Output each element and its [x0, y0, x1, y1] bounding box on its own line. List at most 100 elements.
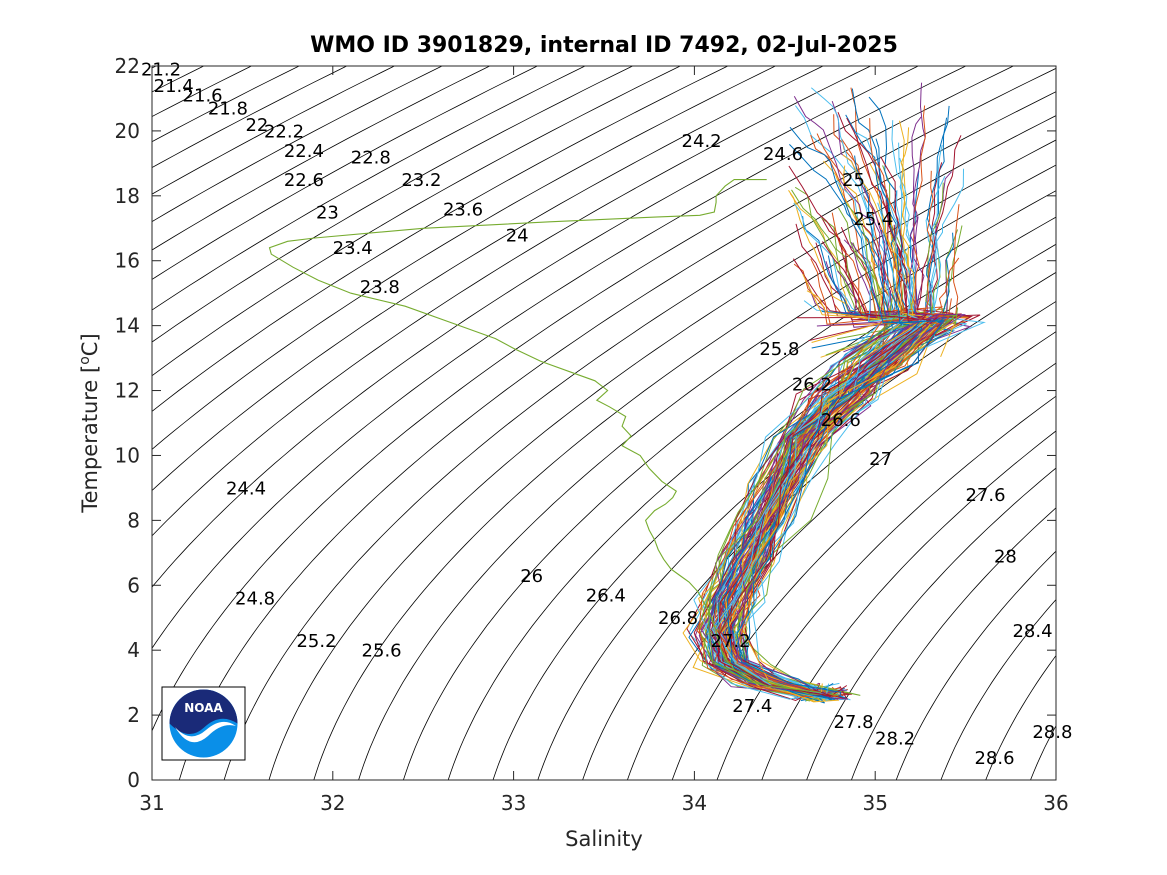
profile-line-108 — [741, 116, 967, 697]
profile-line-71 — [712, 212, 944, 693]
contour-label-37: 28.6 — [974, 748, 1014, 769]
contour-label-34: 28 — [994, 547, 1017, 568]
x-tick-label: 33 — [501, 791, 526, 815]
y-axis-label: Temperature [oC] — [77, 333, 102, 513]
profile-line-61 — [743, 175, 946, 698]
contour-label-27: 26.6 — [821, 410, 861, 431]
profile-line-104 — [726, 224, 942, 699]
contour-label-6: 22.4 — [284, 141, 324, 162]
density-contour-35 — [895, 550, 1056, 780]
x-tick-label: 32 — [320, 791, 345, 815]
contour-label-25: 26.2 — [792, 375, 832, 396]
density-contour-37 — [985, 654, 1056, 780]
contour-label-32: 27.6 — [965, 485, 1005, 506]
contour-label-3: 21.8 — [208, 99, 248, 120]
density-contour-6 — [152, 66, 443, 223]
contour-label-38: 28.8 — [1032, 722, 1072, 743]
contour-label-33: 27.8 — [833, 712, 873, 733]
density-contour-10 — [152, 66, 634, 343]
contour-label-14: 24 — [506, 225, 529, 246]
y-tick-label: 18 — [115, 184, 140, 208]
density-contour-25 — [447, 216, 1056, 780]
y-tick-label: 10 — [115, 443, 140, 467]
density-contour-4 — [152, 66, 348, 169]
contour-label-15: 24.2 — [682, 131, 722, 152]
contour-label-5: 22.2 — [264, 121, 304, 142]
y-tick-label: 14 — [115, 314, 140, 338]
density-contour-20 — [223, 91, 1056, 780]
profile-line-116 — [708, 201, 899, 696]
profile-line-105 — [722, 155, 923, 704]
contour-label-13: 23.8 — [360, 277, 400, 298]
y-tick-label: 20 — [115, 119, 140, 143]
contour-label-2: 21.6 — [183, 86, 223, 107]
y-axis-label-tail: C] — [78, 333, 102, 356]
profile-line-67 — [701, 322, 911, 698]
density-contour-17 — [152, 66, 967, 649]
density-contour-26 — [492, 243, 1056, 780]
contour-label-30: 27.2 — [711, 631, 751, 652]
contour-label-4: 22 — [245, 115, 268, 136]
contour-label-7: 22.6 — [284, 170, 324, 191]
contour-label-11: 23.4 — [333, 238, 373, 259]
contour-label-17: 24.6 — [763, 144, 803, 165]
contour-label-22: 25.6 — [362, 641, 402, 662]
density-contours — [152, 66, 1056, 780]
contour-label-28: 26.8 — [658, 608, 698, 629]
noaa-logo: NOAA — [161, 686, 246, 761]
contour-label-35: 28.2 — [875, 728, 915, 749]
density-contour-28 — [582, 300, 1056, 780]
density-contour-5 — [152, 66, 396, 195]
profile-line-119 — [736, 126, 946, 696]
density-contour-15 — [152, 66, 872, 537]
density-contour-29 — [626, 331, 1056, 780]
profile-line-89 — [733, 87, 986, 699]
y-tick-label: 6 — [127, 573, 140, 597]
density-contour-34 — [850, 507, 1056, 780]
density-contour-33 — [806, 467, 1056, 780]
contour-label-20: 25.2 — [296, 631, 336, 652]
y-tick-label: 2 — [127, 703, 140, 727]
density-contour-36 — [940, 598, 1056, 780]
y-tick-label: 8 — [127, 508, 140, 532]
x-tick-label: 35 — [862, 791, 887, 815]
profile-line-106 — [698, 257, 960, 698]
profile-line-92 — [720, 258, 933, 694]
density-contour-16 — [152, 66, 920, 588]
noaa-logo-mark: NOAA — [184, 701, 223, 715]
y-tick-label: 16 — [115, 249, 140, 273]
density-contour-12 — [152, 66, 729, 412]
x-axis-label: Salinity — [565, 827, 643, 851]
contour-label-1: 21.4 — [154, 76, 194, 97]
axes-background — [152, 66, 1056, 780]
density-contour-31 — [716, 395, 1056, 780]
x-axis: 31 32 33 34 35 36 — [139, 66, 1069, 815]
contour-label-9: 23 — [316, 203, 339, 224]
highlight-profile-line — [268, 179, 822, 693]
density-contour-24 — [402, 190, 1056, 780]
y-tick-label: 12 — [115, 379, 140, 403]
profile-line-83 — [742, 162, 963, 700]
y-tick-label: 0 — [127, 768, 140, 792]
density-contour-14 — [152, 66, 824, 492]
density-contour-18 — [152, 66, 1015, 732]
profile-line-107 — [726, 154, 930, 703]
contour-label-0: 21.2 — [141, 60, 181, 81]
profile-line-113 — [736, 170, 951, 698]
y-tick-label: 4 — [127, 638, 140, 662]
density-contour-8 — [152, 66, 539, 280]
density-contour-13 — [152, 66, 777, 450]
chart-title: WMO ID 3901829, internal ID 7492, 02-Jul… — [310, 33, 898, 58]
profile-line-112 — [726, 293, 921, 700]
density-contour-9 — [152, 66, 586, 311]
contour-label-36: 28.4 — [1012, 621, 1052, 642]
density-contour-22 — [313, 139, 1056, 780]
y-axis-label-main: Temperature [ — [78, 365, 102, 514]
density-contour-11 — [152, 66, 682, 377]
x-tick-label: 34 — [682, 791, 707, 815]
density-contour-32 — [761, 430, 1056, 780]
contour-label-29: 27 — [869, 449, 892, 470]
